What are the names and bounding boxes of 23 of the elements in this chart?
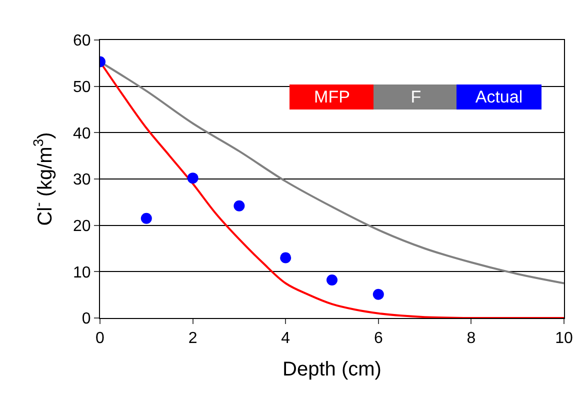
point (234, 200, 245, 212)
x-axis-title: Depth (cm) (282, 358, 382, 381)
point (372, 288, 384, 300)
x-tick-label: 4 (281, 330, 290, 348)
x-tick-label: 0 (96, 330, 105, 348)
text: F (410, 88, 422, 106)
y-tick-label: 60 (73, 32, 91, 50)
point (187, 172, 198, 184)
point (280, 252, 292, 264)
x-tick-label: 8 (466, 330, 476, 348)
x-tick-label: 6 (374, 330, 383, 348)
y-tick-label: 30 (73, 172, 91, 189)
text: MFP (314, 88, 350, 106)
y-tick-label: 50 (73, 78, 91, 96)
y-tick-label: 20 (73, 218, 91, 235)
text: Actual (475, 88, 523, 106)
point (140, 212, 152, 224)
point (326, 274, 338, 286)
x-tick-label: 10 (555, 330, 573, 348)
y-tick-label: 40 (73, 125, 91, 142)
x-tick-label: 2 (188, 330, 198, 348)
y-tick-label: 0 (82, 310, 91, 328)
y-tick-label: 10 (73, 264, 91, 282)
